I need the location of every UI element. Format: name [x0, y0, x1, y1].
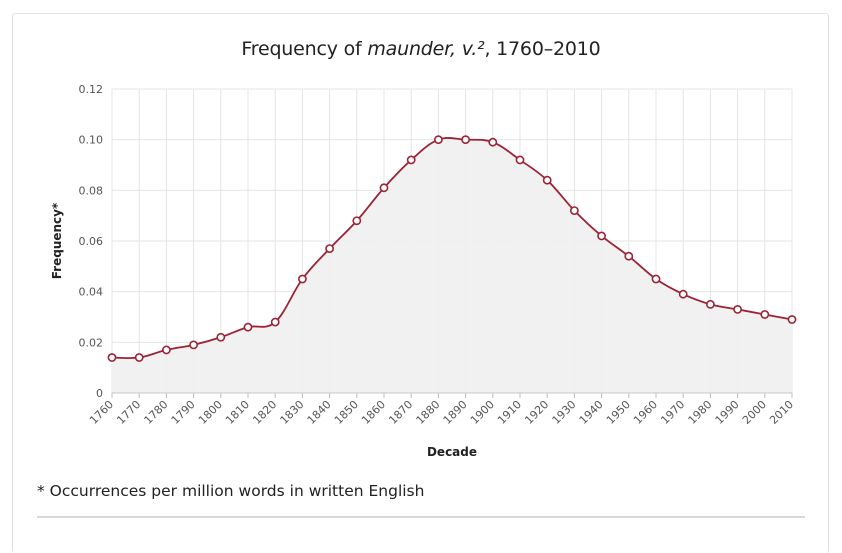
x-tick-label: 1830	[278, 398, 307, 427]
data-point[interactable]	[733, 304, 742, 314]
x-tick-label: 1760	[87, 398, 116, 427]
data-point[interactable]	[461, 135, 470, 145]
x-tick-label: 1840	[305, 398, 334, 427]
data-point[interactable]	[352, 216, 362, 226]
chart-title-suffix: , 1760–2010	[484, 38, 601, 60]
x-tick-label: 1950	[604, 398, 633, 427]
x-tick-label: 1770	[114, 398, 143, 427]
data-point[interactable]	[597, 231, 606, 241]
data-point[interactable]	[570, 206, 579, 215]
data-point[interactable]	[243, 322, 253, 332]
x-tick-label: 2010	[767, 398, 796, 427]
x-tick-label: 1860	[359, 398, 388, 427]
x-tick-label: 1910	[495, 398, 524, 427]
data-point[interactable]	[488, 137, 498, 147]
data-point[interactable]	[189, 340, 198, 350]
footer-divider	[37, 516, 805, 518]
x-tick-label: 1810	[223, 398, 252, 427]
x-tick-label: 2000	[740, 398, 769, 427]
data-point[interactable]	[107, 353, 117, 362]
data-points	[107, 135, 797, 362]
x-tick-label: 1960	[631, 398, 660, 427]
data-point[interactable]	[379, 183, 389, 193]
y-tick-label: 0.02	[79, 336, 104, 349]
data-point[interactable]	[651, 274, 661, 284]
y-tick-label: 0.08	[79, 184, 104, 197]
y-tick-label: 0.10	[79, 134, 104, 147]
data-point[interactable]	[406, 155, 416, 165]
data-point[interactable]	[678, 289, 688, 299]
data-point[interactable]	[542, 175, 552, 185]
x-tick-label: 1970	[658, 398, 687, 427]
data-point[interactable]	[270, 317, 280, 327]
x-tick-label: 1800	[196, 398, 225, 427]
data-point[interactable]	[787, 315, 797, 324]
y-axis-title: Frequency*	[50, 202, 64, 279]
x-tick-label: 1850	[332, 398, 361, 427]
x-tick-label: 1870	[386, 398, 415, 427]
x-tick-label: 1940	[577, 398, 606, 427]
x-axis-title: Decade	[427, 445, 477, 459]
y-tick-label: 0.06	[79, 235, 104, 248]
data-point[interactable]	[325, 244, 334, 253]
data-point[interactable]	[297, 274, 307, 284]
x-tick-label: 1920	[522, 398, 551, 427]
y-tick-label: 0	[96, 387, 103, 400]
axes	[111, 392, 793, 398]
chart-title-prefix: Frequency of	[241, 38, 368, 60]
x-tick-label: 1890	[441, 398, 470, 427]
data-point[interactable]	[760, 310, 770, 319]
x-tick-label: 1820	[250, 398, 279, 427]
y-tick-label: 0.12	[79, 83, 104, 96]
data-point[interactable]	[515, 155, 525, 165]
x-tick-label: 1990	[713, 398, 742, 427]
data-point[interactable]	[161, 345, 171, 355]
data-point[interactable]	[216, 332, 226, 342]
chart-title: Frequency of maunder, v.², 1760–2010	[0, 38, 842, 60]
x-tick-label: 1980	[686, 398, 715, 427]
x-tick-label: 1900	[468, 398, 497, 427]
data-point[interactable]	[134, 353, 144, 362]
chart-title-headword: maunder, v.²	[367, 38, 485, 60]
data-point[interactable]	[433, 135, 443, 145]
footnote: * Occurrences per million words in writt…	[37, 482, 425, 500]
x-tick-label: 1790	[169, 398, 198, 427]
data-point[interactable]	[706, 299, 715, 309]
x-tick-label: 1780	[142, 398, 171, 427]
y-tick-label: 0.04	[79, 286, 104, 299]
frequency-line-chart: 0 0.02 0.04 0.06 0.08 0.10 0.12 176017701780179…	[50, 83, 797, 459]
data-point[interactable]	[624, 251, 634, 261]
x-tick-label: 1930	[550, 398, 579, 427]
area-fill	[112, 137, 792, 393]
x-tick-label: 1880	[414, 398, 443, 427]
